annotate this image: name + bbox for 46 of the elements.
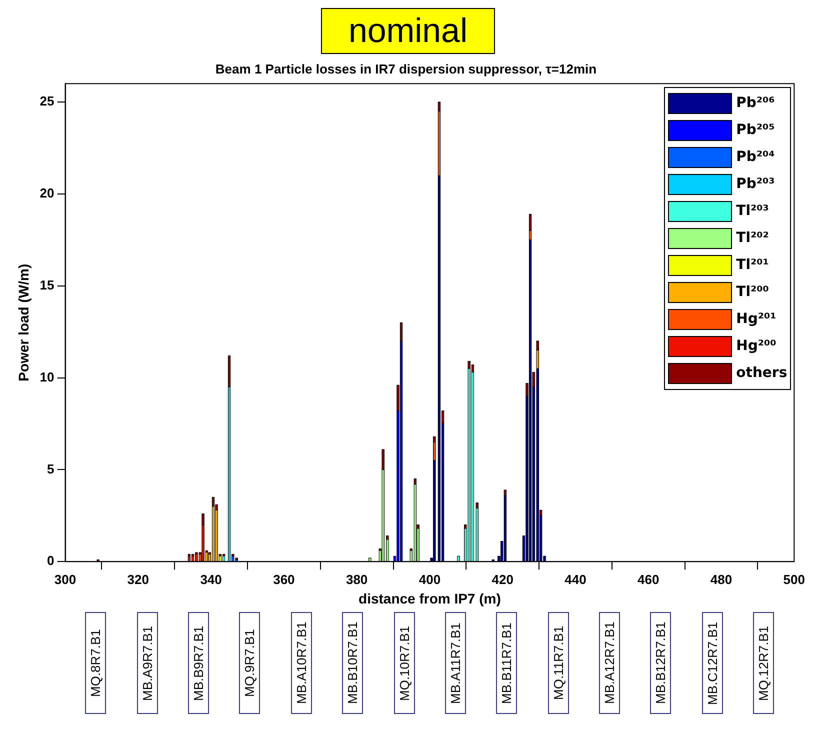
text: MQ.11R7.B1 <box>548 612 569 714</box>
legend-label: Tl²⁰² <box>736 230 769 246</box>
x-tick-label: 360 <box>273 572 295 587</box>
text: MQ.12R7.B1 <box>753 612 774 714</box>
legend-label: Tl²⁰⁰ <box>736 284 769 300</box>
text: MQ.9R7.B1 <box>239 612 260 714</box>
chart-title: nominal <box>321 8 495 54</box>
legend-label: Pb²⁰³ <box>736 176 775 192</box>
text: MB.B11R7.B1 <box>496 612 518 714</box>
x-tick-label: 380 <box>346 572 368 587</box>
text: MB.A12R7.B1 <box>599 612 620 714</box>
text: MQ.8R7.B1 <box>85 612 106 714</box>
text: MB.A10R7.B1 <box>290 612 312 714</box>
x-tick-label: 420 <box>492 572 514 587</box>
y-tick-label: 10 <box>40 369 54 384</box>
legend-label: Tl²⁰¹ <box>736 257 769 274</box>
x-tick-label: 480 <box>710 572 732 587</box>
text: MB.B9R7.B1 <box>188 612 209 714</box>
x-tick-label: 300 <box>54 572 76 587</box>
x-tick-label: 500 <box>783 572 806 587</box>
y-tick-label: 20 <box>40 185 54 200</box>
text: MB.A9R7.B1 <box>136 612 158 714</box>
y-axis-title: Power load (W/m) <box>15 264 32 382</box>
x-tick-label: 400 <box>418 572 441 587</box>
legend-label: Hg²⁰⁰ <box>736 338 776 354</box>
legend-label: Pb²⁰⁶ <box>736 95 775 112</box>
legend-label: Pb²⁰⁵ <box>736 122 775 138</box>
y-tick-label: 5 <box>47 461 54 476</box>
text: MB.B10R7.B1 <box>342 612 364 714</box>
text: MQ.10R7.B1 <box>394 612 414 714</box>
y-tick-label: 15 <box>40 277 54 292</box>
legend-label: others <box>736 365 788 382</box>
text: MB.C12R7.B1 <box>702 612 723 714</box>
x-axis-title: distance from IP7 (m) <box>358 590 501 606</box>
x-tick-label: 340 <box>200 572 222 587</box>
chart-subtitle: Beam 1 Particle losses in IR7 dispersion suppressor, τ=12min <box>215 61 597 76</box>
legend-label: Hg²⁰¹ <box>736 311 776 328</box>
y-tick-label: 0 <box>47 553 54 568</box>
text: MB.B12R7.B1 <box>650 612 672 714</box>
legend-label: Tl²⁰³ <box>736 203 769 220</box>
x-tick-label: 320 <box>127 572 149 587</box>
text: MB.A11R7.B1 <box>444 612 466 714</box>
x-tick-label: 460 <box>638 572 660 587</box>
y-tick-label: 25 <box>40 94 54 109</box>
legend-label: Pb²⁰⁴ <box>736 149 775 166</box>
x-tick-label: 440 <box>564 572 586 587</box>
